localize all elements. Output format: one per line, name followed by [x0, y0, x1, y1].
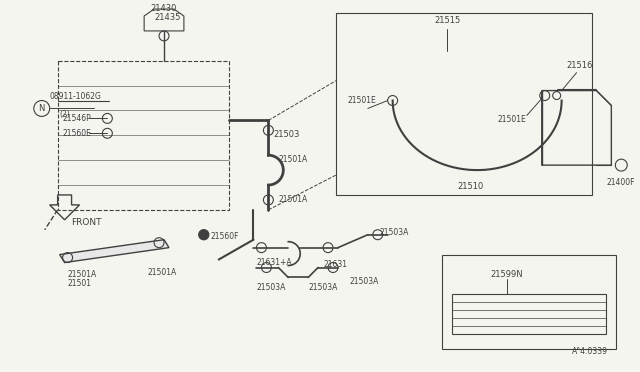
- Text: 21503: 21503: [273, 130, 300, 140]
- Text: 21515: 21515: [434, 16, 460, 25]
- Text: 21599N: 21599N: [491, 269, 524, 279]
- Text: 21503A: 21503A: [350, 278, 380, 286]
- Text: 21400F: 21400F: [606, 178, 635, 187]
- Text: 21510: 21510: [457, 182, 483, 191]
- Text: 21501: 21501: [68, 279, 92, 288]
- Text: 21435: 21435: [154, 13, 180, 22]
- Text: 08911-1062G: 08911-1062G: [50, 92, 102, 100]
- Text: 21503A: 21503A: [308, 283, 337, 292]
- Circle shape: [199, 230, 209, 240]
- Text: 21501E: 21501E: [348, 96, 377, 105]
- Text: 21501A: 21501A: [147, 267, 177, 276]
- Bar: [336, 13, 593, 195]
- Text: 21631: 21631: [323, 260, 347, 269]
- Text: 21503A: 21503A: [380, 228, 409, 237]
- Text: 21501A: 21501A: [68, 269, 97, 279]
- Bar: [452, 294, 606, 334]
- Text: 21430: 21430: [151, 4, 177, 13]
- Text: (2): (2): [60, 110, 70, 119]
- Text: 21631+A: 21631+A: [257, 257, 292, 267]
- Text: 21501E: 21501E: [497, 115, 526, 124]
- Text: 21560F: 21560F: [211, 232, 239, 241]
- Text: 21560E: 21560E: [63, 129, 92, 138]
- Text: 21516: 21516: [566, 61, 593, 70]
- Text: A°4:0339: A°4:0339: [572, 347, 607, 356]
- Bar: [442, 254, 616, 349]
- Text: FRONT: FRONT: [72, 218, 102, 227]
- Text: N: N: [38, 104, 45, 113]
- Polygon shape: [60, 240, 169, 263]
- Text: 21503A: 21503A: [257, 283, 286, 292]
- Text: 21501A: 21501A: [278, 155, 308, 164]
- Text: 21501A: 21501A: [278, 195, 308, 204]
- Text: 21546P: 21546P: [63, 115, 92, 124]
